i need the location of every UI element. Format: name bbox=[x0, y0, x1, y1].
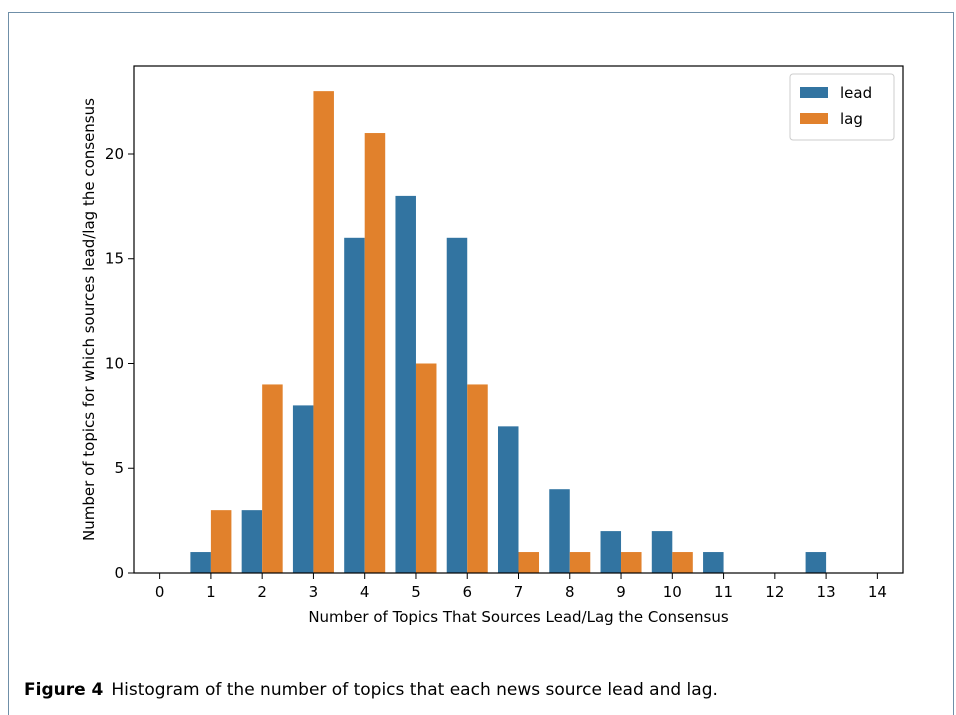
bar-lag-10 bbox=[672, 552, 693, 573]
bar-lead-2 bbox=[241, 510, 263, 573]
x-tick-label: 5 bbox=[411, 583, 421, 601]
y-tick-label: 0 bbox=[114, 564, 124, 582]
x-tick-label: 4 bbox=[360, 583, 370, 601]
figure-frame bbox=[8, 12, 954, 715]
bar-lead-10 bbox=[651, 531, 673, 573]
y-tick-label: 15 bbox=[105, 250, 124, 268]
x-tick-label: 14 bbox=[868, 583, 887, 601]
x-axis-label: Number of Topics That Sources Lead/Lag t… bbox=[308, 608, 729, 626]
bar-lead-4 bbox=[344, 237, 365, 573]
legend-label-lag: lag bbox=[840, 110, 863, 128]
bar-lag-6 bbox=[467, 384, 488, 573]
bar-lag-4 bbox=[364, 133, 386, 573]
bar-lag-3 bbox=[313, 91, 334, 573]
x-tick-label: 6 bbox=[462, 583, 472, 601]
bar-lag-8 bbox=[569, 552, 591, 573]
x-tick-label: 0 bbox=[155, 583, 165, 601]
x-tick-label: 13 bbox=[817, 583, 836, 601]
x-tick-label: 11 bbox=[714, 583, 733, 601]
bar-lead-1 bbox=[190, 552, 211, 573]
bar-lead-5 bbox=[395, 195, 416, 573]
figure-caption: Figure 4 Histogram of the number of topic… bbox=[24, 680, 718, 700]
y-tick-label: 10 bbox=[105, 354, 124, 372]
bar-lag-2 bbox=[262, 384, 283, 573]
bar-lag-7 bbox=[518, 552, 540, 573]
bar-lead-7 bbox=[497, 426, 519, 573]
bar-lead-13 bbox=[805, 552, 827, 573]
legend-swatch-lag bbox=[800, 113, 828, 124]
bar-lead-11 bbox=[703, 552, 724, 573]
bar-lead-6 bbox=[446, 237, 468, 573]
y-tick-label: 5 bbox=[114, 459, 124, 477]
y-axis-label: Number of topics for which sources lead/… bbox=[80, 98, 98, 541]
y-axis-ticks: 0 5 10 15 20 bbox=[105, 145, 134, 582]
x-tick-label: 3 bbox=[309, 583, 319, 601]
figure-caption-text: Histogram of the number of topics that e… bbox=[111, 680, 718, 700]
x-tick-label: 7 bbox=[514, 583, 524, 601]
y-tick-label: 20 bbox=[105, 145, 124, 163]
x-axis-ticks: 0 1 2 3 4 5 6 7 8 9 10 11 12 13 14 bbox=[155, 573, 887, 601]
x-tick-label: 1 bbox=[206, 583, 216, 601]
legend-swatch-lead bbox=[800, 87, 828, 98]
x-tick-label: 12 bbox=[765, 583, 784, 601]
bar-lag-5 bbox=[415, 363, 437, 573]
x-tick-label: 8 bbox=[565, 583, 575, 601]
bar-lag-9 bbox=[621, 552, 642, 573]
legend: lead lag bbox=[789, 73, 895, 141]
figure-label: Figure 4 bbox=[24, 680, 104, 700]
x-tick-label: 9 bbox=[616, 583, 626, 601]
bar-lag-1 bbox=[210, 510, 232, 573]
bar-lead-9 bbox=[600, 531, 622, 573]
x-tick-label: 10 bbox=[663, 583, 682, 601]
legend-label-lead: lead bbox=[840, 84, 872, 102]
x-tick-label: 2 bbox=[257, 583, 267, 601]
bars-group bbox=[190, 91, 827, 573]
bar-lead-8 bbox=[549, 489, 570, 573]
bar-lead-3 bbox=[292, 405, 314, 573]
